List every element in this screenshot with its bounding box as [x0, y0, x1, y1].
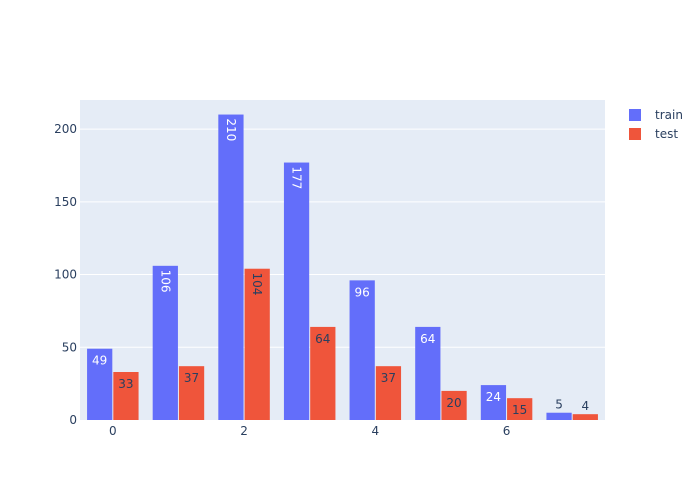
- bar-labels-group: 49 106 210 177 96 64 24 5 33 37 104 64 37 20 15 4: [92, 118, 589, 417]
- y-tick-label: 200: [54, 122, 77, 136]
- bar-test-0[interactable]: [113, 372, 139, 420]
- bar-test-1[interactable]: [178, 366, 205, 420]
- bar-test-5[interactable]: [441, 390, 467, 420]
- bar-train-5[interactable]: [415, 326, 441, 420]
- bar-value-label: 210: [224, 118, 238, 141]
- bar-value-label: 37: [184, 371, 199, 385]
- legend-item-train[interactable]: train: [629, 108, 683, 122]
- legend-swatch: [629, 109, 641, 121]
- bar-value-label: 4: [581, 399, 589, 413]
- legend-item-test[interactable]: test: [629, 127, 678, 141]
- bar-train-3[interactable]: [283, 162, 310, 420]
- bar-value-label: 177: [290, 166, 304, 189]
- bar-value-label: 24: [486, 390, 501, 404]
- bar-test-7[interactable]: [572, 414, 598, 420]
- bar-train-0[interactable]: [87, 348, 113, 420]
- bar-test-6[interactable]: [507, 398, 533, 420]
- bar-train-1[interactable]: [152, 265, 178, 420]
- bar-value-label: 96: [355, 285, 370, 299]
- bar-value-label: 5: [555, 398, 563, 412]
- y-axis-ticks: 0 50 100 150 200: [54, 122, 77, 427]
- legend-swatch: [629, 128, 641, 140]
- bar-train-7[interactable]: [546, 412, 572, 420]
- bar-value-label: 49: [92, 354, 107, 368]
- bar-test-2[interactable]: [244, 268, 270, 420]
- x-tick-label: 0: [109, 424, 117, 438]
- bar-train-2[interactable]: [218, 114, 244, 420]
- bar-value-label: 20: [446, 396, 461, 410]
- y-tick-label: 100: [54, 268, 77, 282]
- y-tick-label: 150: [54, 195, 77, 209]
- y-tick-label: 0: [69, 413, 77, 427]
- legend-label: test: [655, 127, 678, 141]
- x-axis-ticks: 0 2 4 6: [109, 424, 510, 438]
- legend[interactable]: train test: [629, 108, 683, 141]
- bar-value-label: 64: [315, 332, 330, 346]
- bar-value-label: 37: [381, 371, 396, 385]
- legend-label: train: [655, 108, 683, 122]
- x-tick-label: 2: [240, 424, 248, 438]
- x-tick-label: 6: [503, 424, 511, 438]
- bar-value-label: 33: [118, 377, 133, 391]
- bar-test-4[interactable]: [375, 366, 402, 420]
- bar-train-6[interactable]: [480, 385, 507, 420]
- x-tick-label: 4: [371, 424, 379, 438]
- bars-group: [87, 114, 598, 420]
- bar-value-label: 106: [158, 270, 172, 293]
- bar-test-3[interactable]: [310, 326, 336, 420]
- bar-value-label: 64: [420, 332, 435, 346]
- bar-train-4[interactable]: [349, 280, 375, 420]
- bar-value-label: 15: [512, 403, 527, 417]
- y-tick-label: 50: [62, 340, 77, 354]
- bar-value-label: 104: [250, 273, 264, 296]
